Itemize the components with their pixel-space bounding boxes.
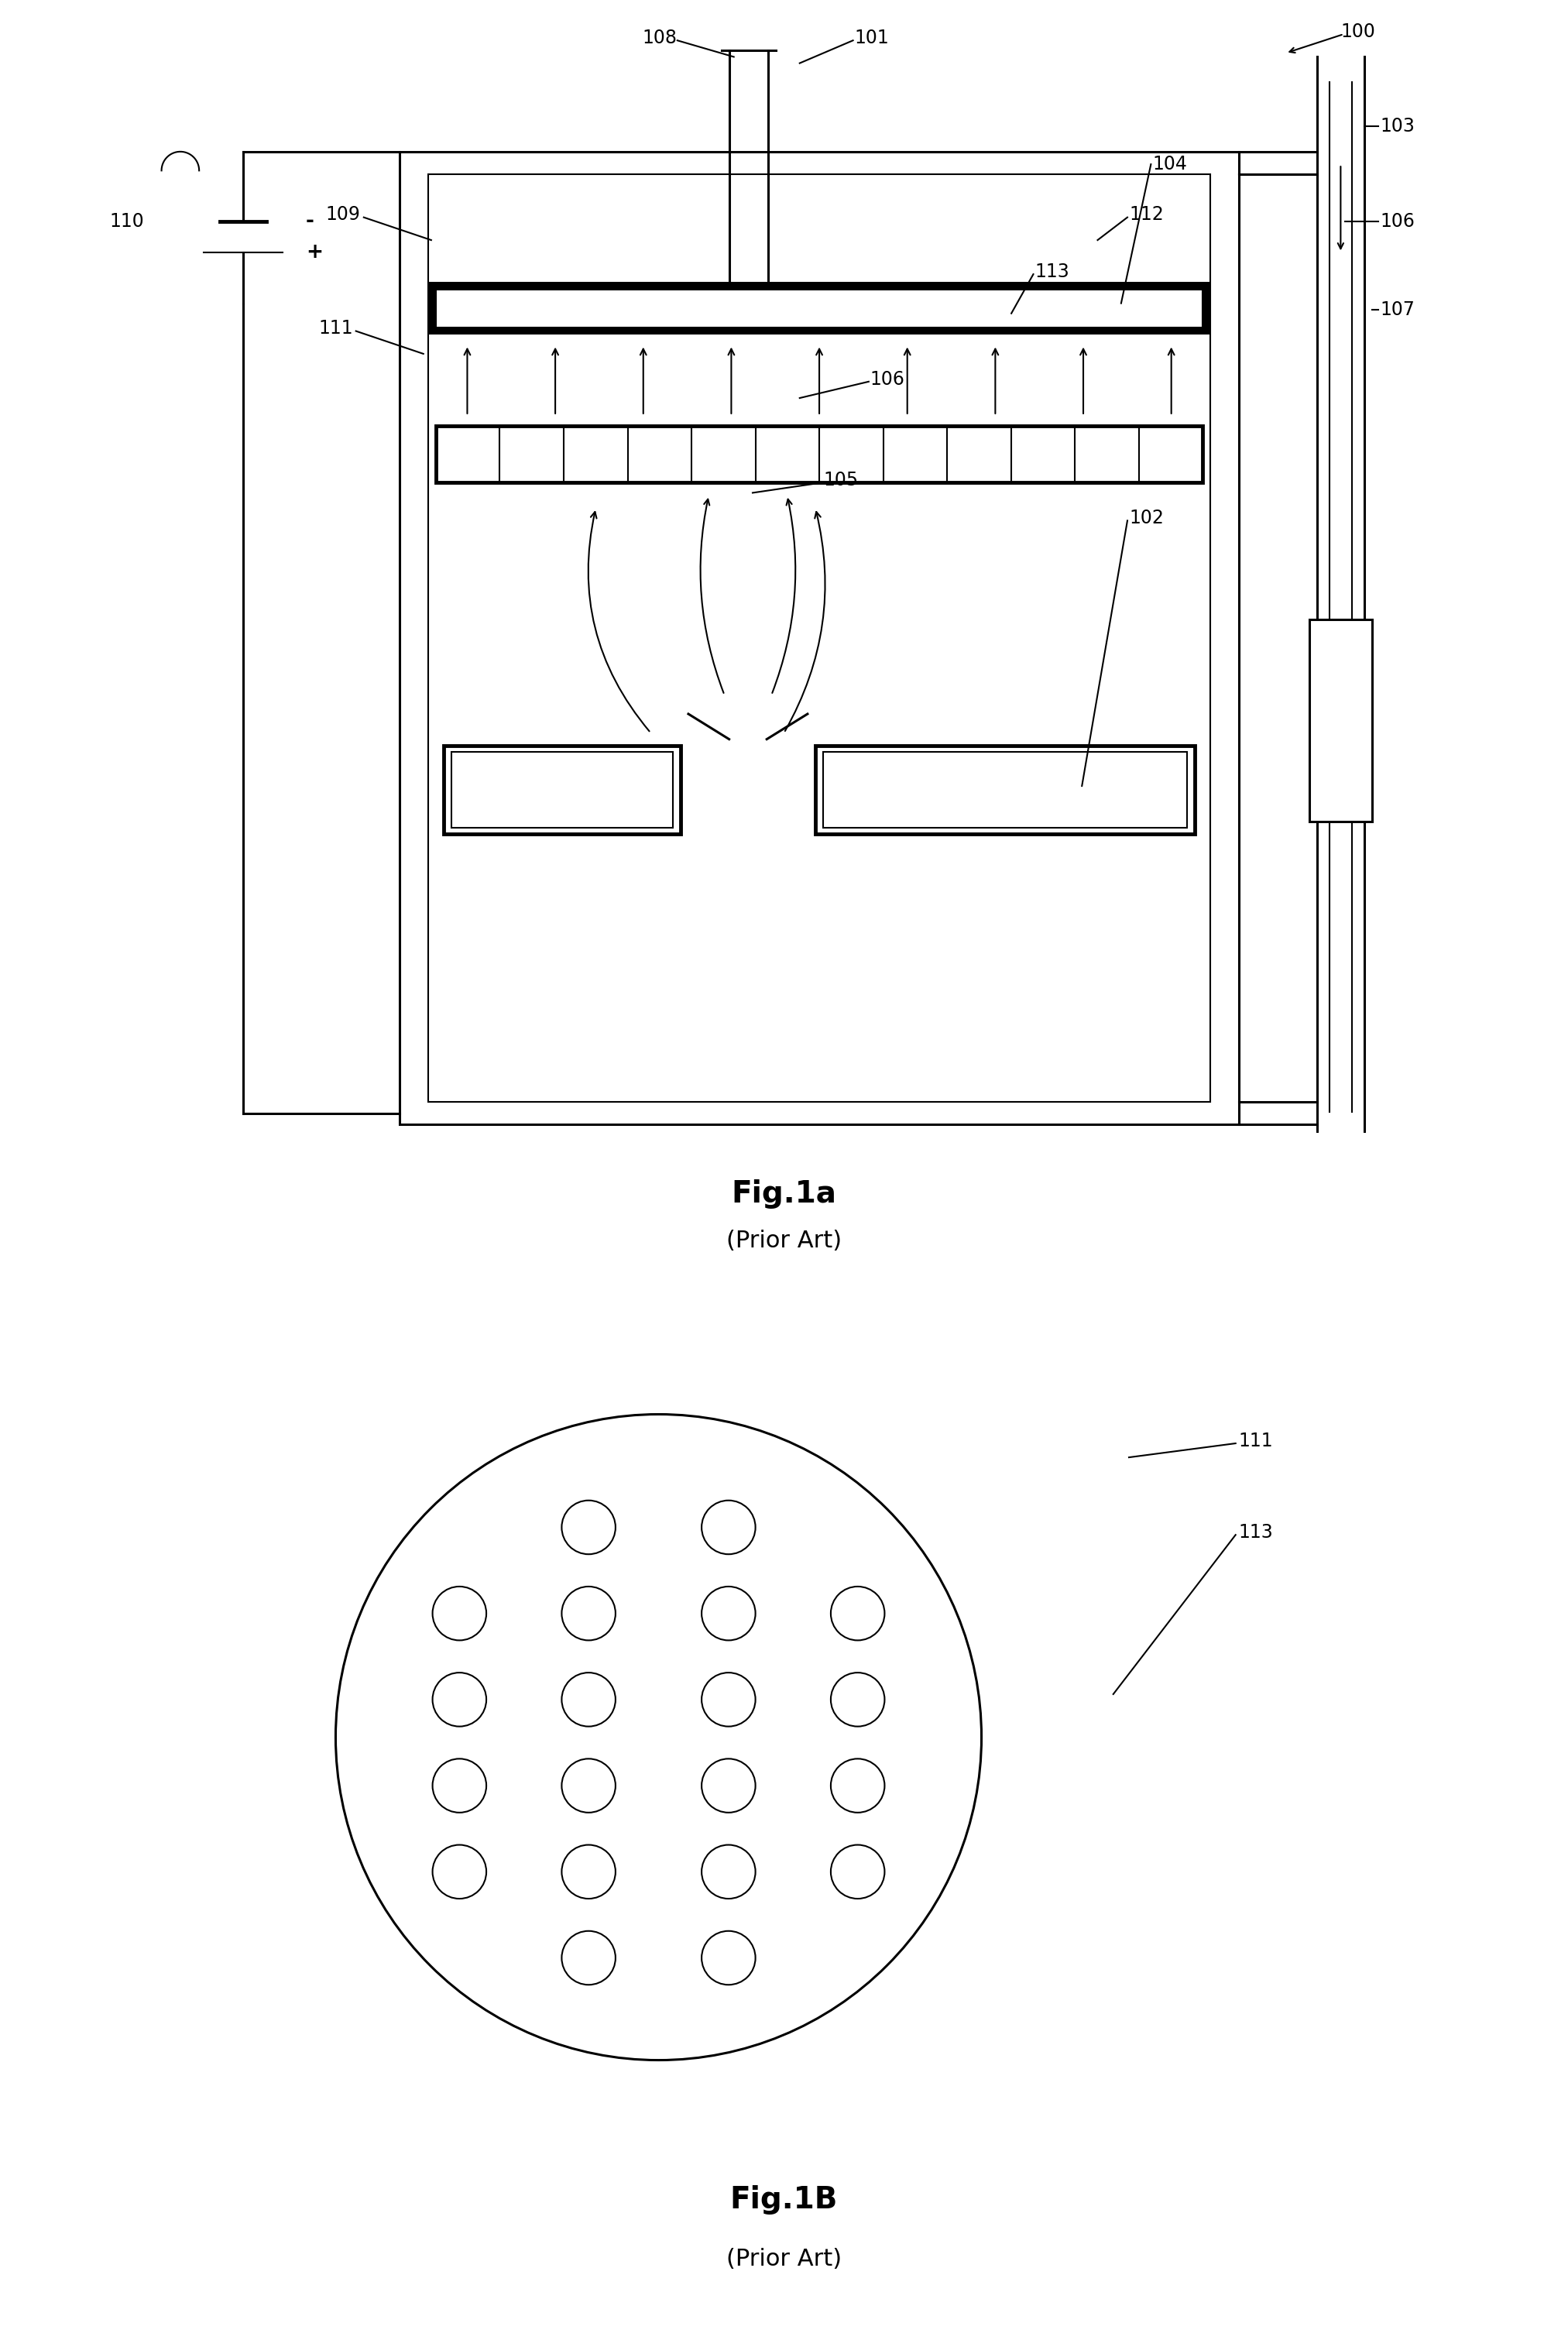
- Text: 106: 106: [870, 370, 905, 388]
- Bar: [823, 751, 1187, 828]
- Text: 101: 101: [855, 28, 889, 47]
- Text: 112: 112: [1129, 206, 1163, 225]
- Text: 103: 103: [1380, 117, 1414, 136]
- Text: Fig.1B: Fig.1B: [731, 2186, 837, 2214]
- Ellipse shape: [561, 1587, 616, 1640]
- Text: 111: 111: [1239, 1432, 1273, 1451]
- Text: 102: 102: [1129, 508, 1163, 526]
- Bar: [815, 746, 1195, 833]
- Ellipse shape: [701, 1673, 756, 1727]
- Text: 100: 100: [1341, 23, 1375, 40]
- Ellipse shape: [561, 1673, 616, 1727]
- Bar: [1309, 620, 1372, 821]
- Text: 105: 105: [823, 470, 858, 489]
- Text: 104: 104: [1152, 154, 1187, 173]
- Ellipse shape: [561, 1930, 616, 1984]
- Text: 109: 109: [326, 206, 361, 225]
- Bar: [436, 290, 1203, 328]
- Ellipse shape: [701, 1760, 756, 1813]
- Text: 113: 113: [1035, 262, 1069, 281]
- Ellipse shape: [701, 1844, 756, 1898]
- Ellipse shape: [561, 1760, 616, 1813]
- Bar: [452, 751, 673, 828]
- Text: Fig.1a: Fig.1a: [731, 1179, 837, 1210]
- Ellipse shape: [561, 1500, 616, 1554]
- Text: (Prior Art): (Prior Art): [726, 2249, 842, 2270]
- Bar: [428, 176, 1210, 1102]
- Ellipse shape: [433, 1587, 486, 1640]
- Ellipse shape: [831, 1844, 884, 1898]
- Text: (Prior Art): (Prior Art): [726, 1228, 842, 1252]
- Text: 113: 113: [1239, 1523, 1273, 1542]
- Ellipse shape: [831, 1587, 884, 1640]
- Text: +: +: [306, 243, 323, 262]
- Bar: [444, 746, 681, 833]
- Ellipse shape: [433, 1844, 486, 1898]
- Ellipse shape: [433, 1673, 486, 1727]
- Bar: [428, 281, 1210, 335]
- Ellipse shape: [561, 1844, 616, 1898]
- Ellipse shape: [701, 1500, 756, 1554]
- Bar: [436, 290, 1203, 328]
- Ellipse shape: [433, 1760, 486, 1813]
- Ellipse shape: [701, 1587, 756, 1640]
- Text: 107: 107: [1380, 300, 1414, 318]
- Bar: [400, 152, 1239, 1126]
- Ellipse shape: [831, 1673, 884, 1727]
- Text: 106: 106: [1380, 213, 1414, 229]
- Text: 110: 110: [110, 213, 144, 229]
- Ellipse shape: [831, 1760, 884, 1813]
- Bar: [436, 426, 1203, 482]
- Text: 108: 108: [643, 28, 677, 47]
- Ellipse shape: [701, 1930, 756, 1984]
- Text: -: -: [306, 211, 314, 232]
- Text: 111: 111: [318, 318, 353, 337]
